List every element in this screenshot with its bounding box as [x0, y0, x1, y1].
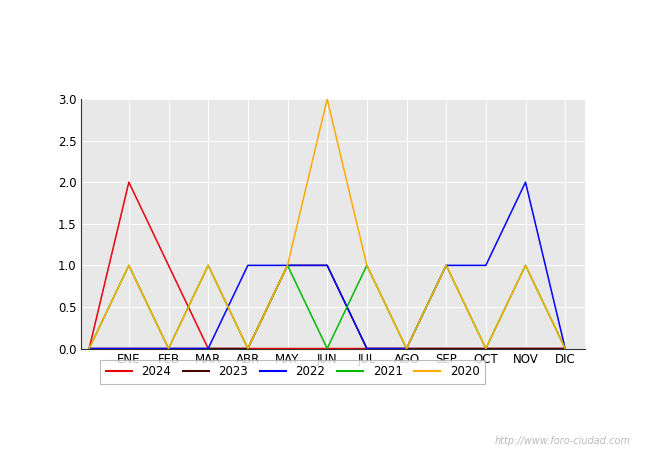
Legend: 2024, 2023, 2022, 2021, 2020: 2024, 2023, 2022, 2021, 2020: [100, 360, 486, 384]
Text: Matriculaciones de Vehiculos en Muñopedro: Matriculaciones de Vehiculos en Muñopedr…: [135, 68, 531, 86]
Text: http://www.foro-ciudad.com: http://www.foro-ciudad.com: [495, 436, 630, 446]
